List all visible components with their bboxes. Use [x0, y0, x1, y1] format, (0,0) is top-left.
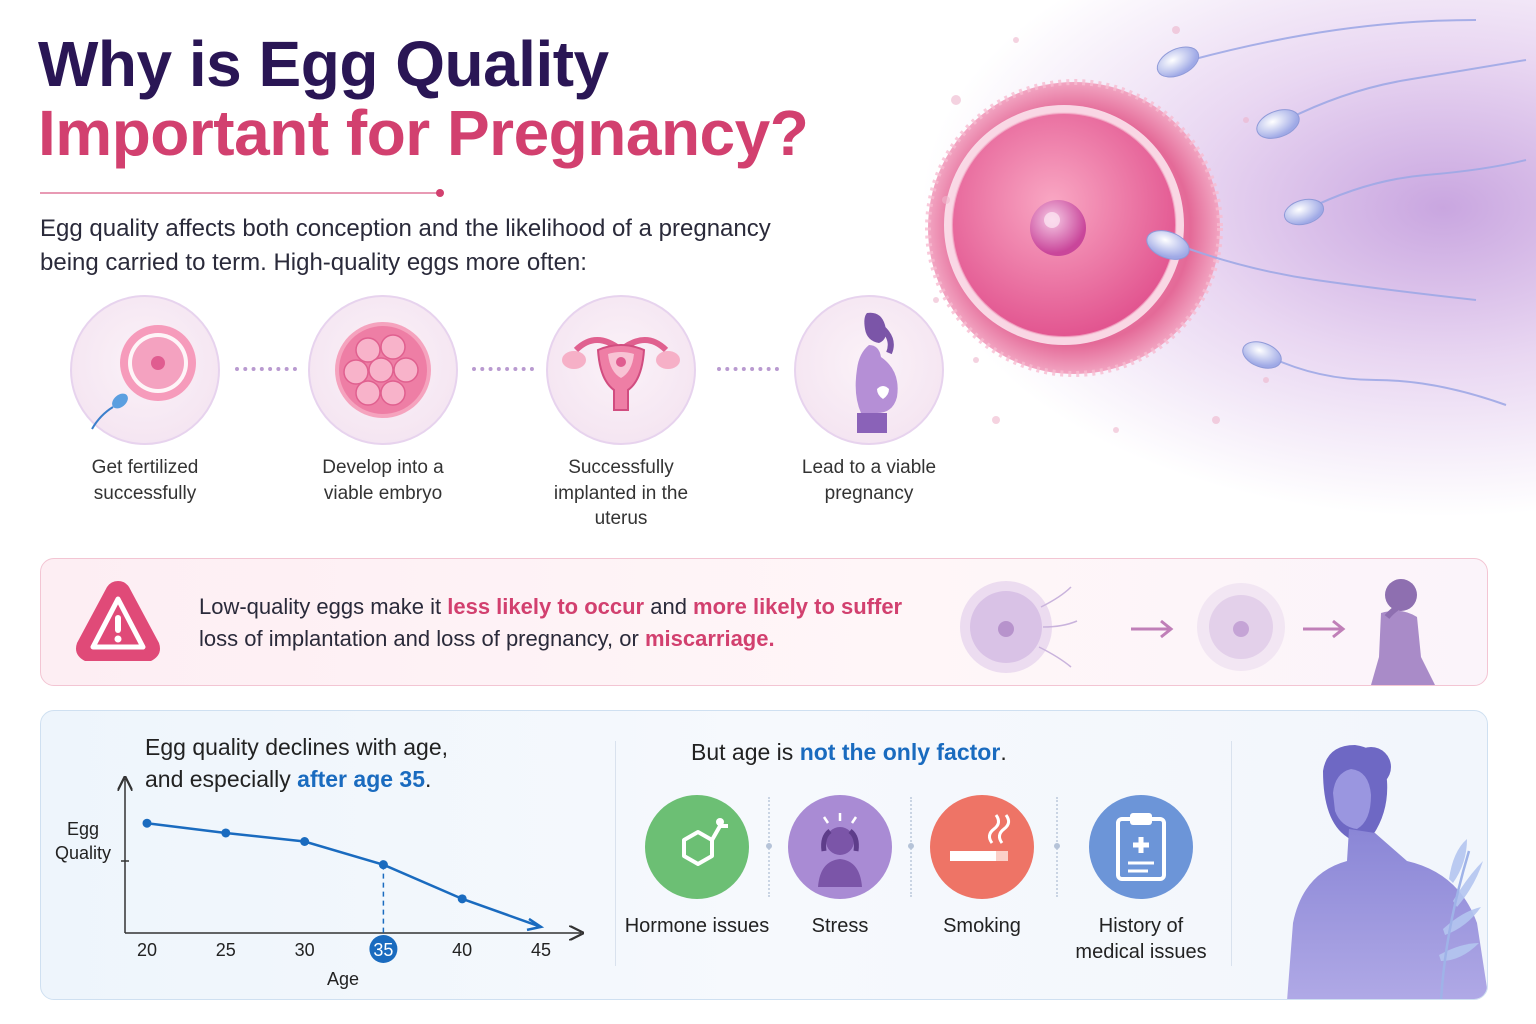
factor-label: Stress [811, 915, 869, 937]
step-label: Get fertilized successfully [91, 457, 199, 504]
title-underline [40, 189, 444, 197]
step-connector [472, 367, 534, 371]
step-pregnancy: Lead to a viable pregnancy [794, 295, 944, 506]
x-tick-label: 20 [137, 940, 157, 960]
data-point [378, 860, 388, 870]
medical-clipboard-icon [1089, 795, 1193, 899]
factors-heading: But age is not the only factor. [691, 739, 1007, 765]
y-axis-label: Egg Quality [55, 819, 111, 863]
section-divider [1231, 741, 1232, 966]
section-divider [615, 741, 616, 966]
step-label: Successfully implanted in the uterus [553, 457, 689, 530]
pregnant-woman-icon [855, 312, 898, 433]
title-line-2: Important for Pregnancy? [38, 97, 809, 170]
data-point [221, 828, 231, 838]
intro-text: Egg quality affects both conception and … [40, 215, 771, 276]
step-fertilized: Get fertilized successfully [70, 295, 220, 506]
page-title: Why is Egg Quality Important for Pregnan… [38, 28, 809, 170]
series-arrowhead [526, 917, 545, 932]
highlight-tick-badge [369, 935, 398, 963]
data-point [142, 818, 152, 828]
uterus-icon [562, 337, 680, 411]
hormone-molecule-icon [645, 795, 749, 899]
warning-panel: Low-quality eggs make it less likely to … [40, 558, 1488, 686]
egg-and-sperm-illustration [925, 19, 1527, 433]
step-label: Lead to a viable pregnancy [801, 457, 937, 504]
x-tick-label: 30 [295, 940, 315, 960]
factor-smoking: Smoking [907, 795, 1057, 939]
factor-separator [908, 797, 914, 897]
x-tick-label: 45 [531, 940, 551, 960]
data-point [300, 837, 310, 846]
x-tick-label: 40 [452, 940, 472, 960]
x-tick-label: 25 [216, 940, 236, 960]
thoughtful-woman-illustration [1287, 745, 1487, 999]
factor-separator [1054, 797, 1060, 897]
title-line-1: Why is Egg Quality [38, 28, 609, 100]
egg-quality-age-chart: Egg Quality Age 20 25 30 35 40 45 [55, 711, 621, 989]
warning-icon [76, 581, 160, 661]
highlight-after-35: after age 35 [297, 766, 426, 793]
factor-medical-history: History of medical issues [1066, 795, 1216, 965]
stressed-person-icon [788, 795, 892, 899]
age-heading: Egg quality declines with age, and espec… [145, 734, 449, 793]
factor-label: History of medical issues [1075, 915, 1207, 963]
egg-quality-series-line [146, 821, 542, 929]
x-axis-label: Age [327, 969, 359, 989]
highlight-miscarriage: miscarriage. [644, 625, 775, 651]
egg-decline-illustration [960, 579, 1435, 685]
factor-label: Hormone issues [624, 915, 770, 937]
step-implanted: Successfully implanted in the uterus [546, 295, 696, 532]
highlight-not-only-factor: not the only factor [799, 739, 1001, 765]
step-connector [717, 367, 779, 371]
warning-text: Low-quality eggs make it less likely to … [199, 594, 903, 651]
factor-hormone: Hormone issues [622, 795, 772, 939]
cigarette-icon [930, 795, 1034, 899]
factor-label: Smoking [943, 915, 1021, 937]
fertilized-egg-icon [91, 325, 196, 430]
embryo-icon [335, 322, 431, 418]
highlight-less-likely: less likely to occur [447, 594, 645, 619]
data-point [457, 894, 467, 904]
step-label: Develop into a viable embryo [322, 457, 444, 504]
highlight-more-likely: more likely to suffer [693, 594, 903, 619]
age-factors-panel: Egg quality declines with age, and espec… [40, 710, 1488, 1000]
factor-separator [766, 797, 772, 897]
x-tick-label: 35 [373, 940, 393, 960]
step-embryo: Develop into a viable embryo [308, 295, 458, 506]
benefit-steps: Get fertilized successfully Develop into… [70, 295, 950, 535]
step-connector [235, 367, 297, 371]
factor-stress: Stress [765, 795, 915, 939]
